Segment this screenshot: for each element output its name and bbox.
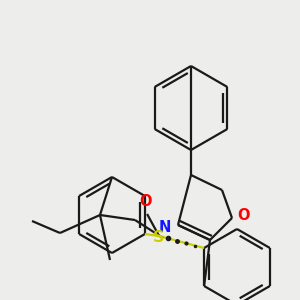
Text: O: O [238, 208, 250, 224]
Text: S: S [153, 230, 165, 245]
Text: N: N [159, 220, 171, 236]
Text: O: O [139, 194, 151, 209]
